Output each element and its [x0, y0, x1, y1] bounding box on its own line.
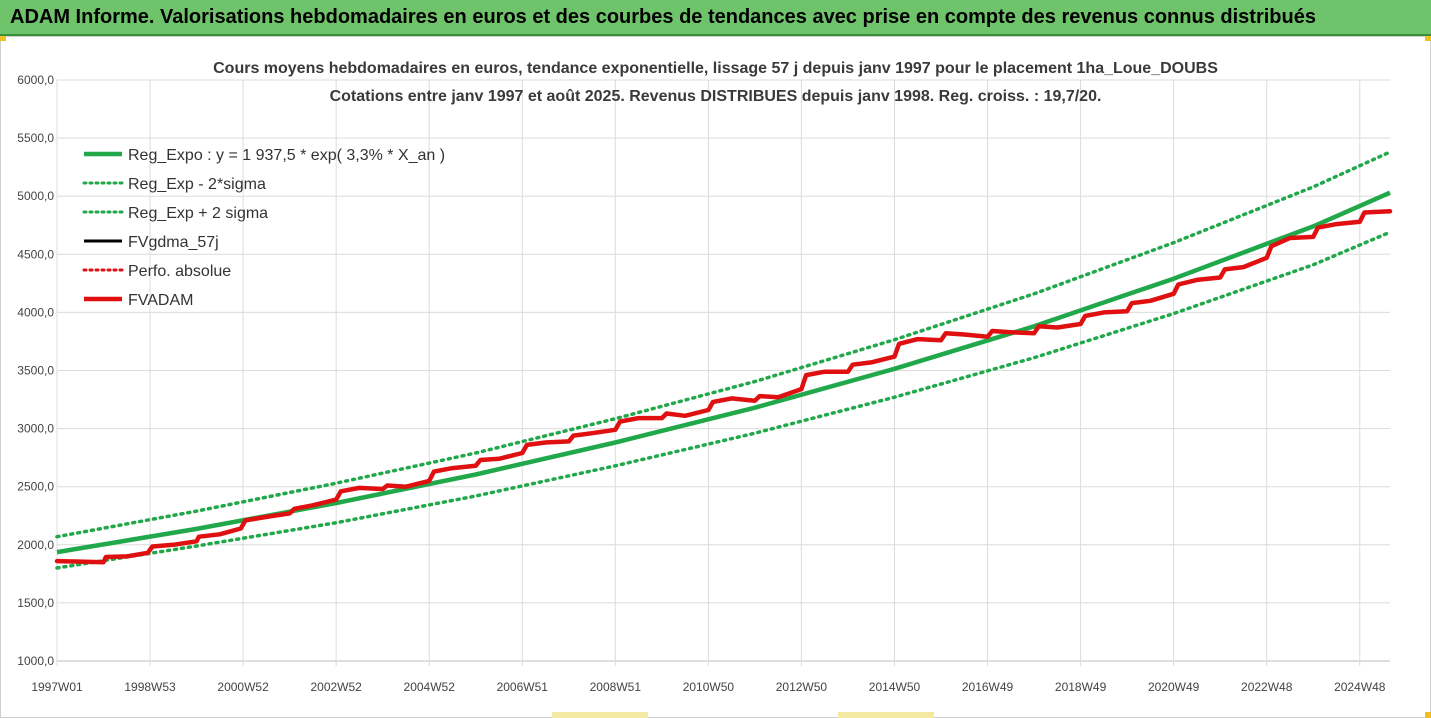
x-tick-label: 2018W49 [1055, 680, 1107, 694]
series-layer [54, 150, 1393, 570]
y-tick-label: 6000,0 [17, 73, 54, 87]
x-tick-label: 2002W52 [310, 680, 362, 694]
x-axis-ticks: 1997W01 1998W53 2000W52 2002W52 2004W52 2006W… [31, 680, 1385, 694]
legend: Reg_Expo : y = 1 937,5 * exp( 3,3% * X_a… [82, 147, 445, 309]
x-tick-label: 1998W53 [124, 680, 176, 694]
series-reg-exp-plus-2sigma [55, 150, 1392, 539]
x-tick-label: 2016W49 [962, 680, 1014, 694]
chart-subtitle: Cotations entre janv 1997 et août 2025. … [329, 88, 1102, 105]
legend-label: Reg_Exp - 2*sigma [128, 176, 266, 193]
x-tick-label: 2022W48 [1241, 680, 1293, 694]
y-axis-ticks: 1000,0 1500,0 2000,0 2500,0 3000,0 3500,0 4000… [17, 73, 54, 668]
x-tick-label: 1997W01 [31, 680, 83, 694]
y-tick-label: 4500,0 [17, 247, 54, 261]
y-tick-label: 2000,0 [17, 538, 54, 552]
y-tick-label: 2500,0 [17, 480, 54, 494]
chart-title: Cours moyens hebdomadaires en euros, ten… [213, 60, 1218, 77]
x-tick-label: 2000W52 [217, 680, 269, 694]
x-tick-label: 2012W50 [776, 680, 828, 694]
x-tick-label: 2010W50 [683, 680, 735, 694]
x-tick-label: 2004W52 [404, 680, 456, 694]
x-tick-label: 2024W48 [1334, 680, 1386, 694]
y-tick-label: 1000,0 [17, 654, 54, 668]
series-reg-exp-minus-2sigma [55, 230, 1392, 570]
legend-label: FVgdma_57j [128, 234, 219, 251]
series-fvadam [54, 209, 1393, 565]
report-banner-title: ADAM Informe. Valorisations hebdomadaire… [10, 6, 1316, 28]
bottom-tab-right [838, 712, 934, 718]
corner-marker-bottom-right [1425, 712, 1431, 718]
x-tick-label: 2014W50 [869, 680, 921, 694]
corner-marker-top-right [1425, 36, 1431, 41]
legend-label: FVADAM [128, 292, 193, 309]
legend-label: Reg_Expo : y = 1 937,5 * exp( 3,3% * X_a… [128, 147, 445, 164]
legend-label: Reg_Exp + 2 sigma [128, 205, 268, 222]
grid-lines [56, 79, 1390, 666]
bottom-tab-left [552, 712, 648, 718]
report-banner: ADAM Informe. Valorisations hebdomadaire… [0, 0, 1431, 36]
y-tick-label: 5500,0 [17, 131, 54, 145]
y-tick-label: 5000,0 [17, 189, 54, 203]
y-tick-label: 4000,0 [17, 305, 54, 319]
y-tick-label: 3000,0 [17, 422, 54, 436]
x-tick-label: 2006W51 [497, 680, 549, 694]
x-tick-label: 2020W49 [1148, 680, 1200, 694]
corner-marker-top-left [0, 36, 6, 41]
x-tick-label: 2008W51 [590, 680, 642, 694]
y-tick-label: 1500,0 [17, 596, 54, 610]
y-tick-label: 3500,0 [17, 364, 54, 378]
legend-label: Perfo. absolue [128, 263, 231, 280]
